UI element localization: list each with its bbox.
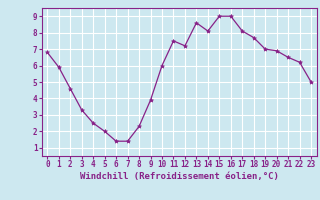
X-axis label: Windchill (Refroidissement éolien,°C): Windchill (Refroidissement éolien,°C) <box>80 172 279 181</box>
